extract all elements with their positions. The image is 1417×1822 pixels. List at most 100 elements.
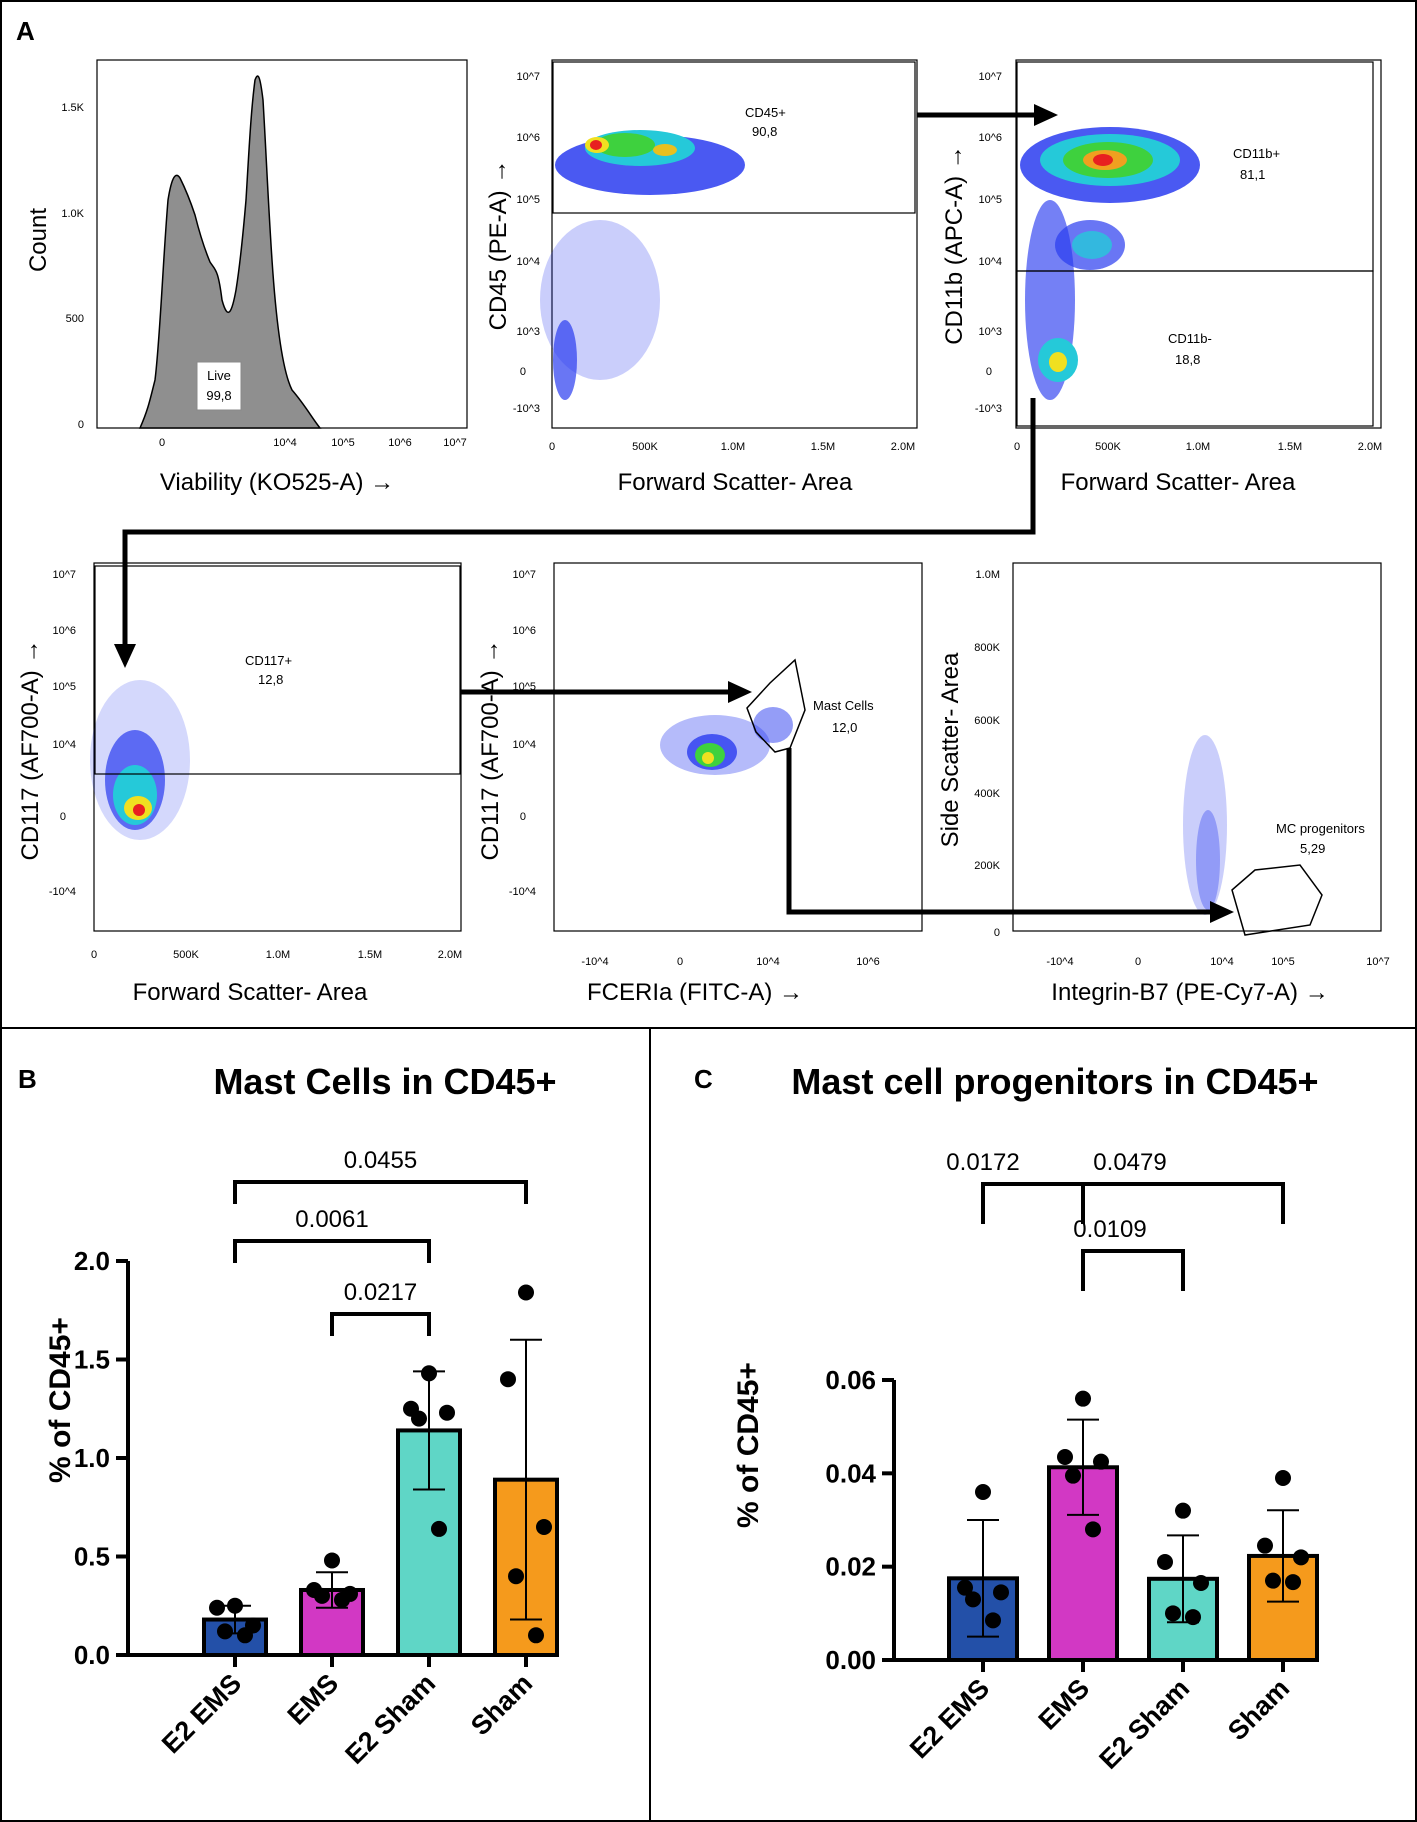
data-point	[1075, 1390, 1091, 1407]
x-tick: 2.0M	[891, 441, 915, 453]
panel-letter-a: A	[16, 16, 35, 46]
y-tick: -10^4	[509, 886, 536, 898]
y-tick: 0	[520, 366, 526, 378]
y-tick: 10^5	[52, 681, 76, 693]
data-point	[1093, 1453, 1109, 1470]
density-center	[1093, 154, 1113, 166]
gating-arrows	[122, 112, 1215, 915]
category-label: E2 Sham	[1093, 1673, 1195, 1775]
y-tick: 10^4	[52, 739, 76, 751]
x-tick: 10^7	[1366, 956, 1390, 968]
gate-value: 18,8	[1175, 352, 1200, 367]
data-point	[975, 1484, 991, 1500]
y-tick-label: 2.0	[74, 1246, 110, 1276]
x-tick: 10^5	[1271, 956, 1295, 968]
x-tick: 500K	[632, 441, 658, 453]
y-tick: 1.0K	[61, 208, 84, 220]
y-tick: 10^4	[512, 739, 536, 751]
x-tick: 10^4	[1210, 956, 1234, 968]
x-tick: 0	[91, 949, 97, 961]
y-axis-label: % of CD45+	[732, 1362, 765, 1528]
arrowhead-icon	[728, 681, 752, 703]
y-tick-label: 0.00	[825, 1645, 876, 1675]
gate-name: MC progenitors	[1276, 821, 1365, 836]
p-value-label: 0.0109	[1073, 1216, 1146, 1243]
data-point	[1193, 1575, 1209, 1591]
density-core	[1196, 810, 1220, 910]
y-tick-label: 1.0	[74, 1443, 110, 1473]
p-value-label: 0.0172	[946, 1149, 1019, 1176]
x-tick: 10^5	[331, 437, 355, 449]
data-point	[500, 1371, 516, 1388]
density-gate-cells	[753, 707, 793, 743]
x-tick: 2.0M	[1358, 441, 1382, 453]
y-tick: 1.0M	[976, 569, 1000, 581]
y-tick: 10^4	[978, 256, 1002, 268]
arrowhead-icon	[1210, 901, 1234, 923]
plot-frame	[553, 562, 923, 932]
p-value-label: 0.0217	[344, 1279, 417, 1306]
y-tick-label: 0.04	[825, 1458, 876, 1488]
y-ticks: 1.5K 1.0K 500 0	[61, 102, 84, 431]
y-ticks: 10^7 10^6 10^5 10^4 10^3 0 -10^3	[513, 71, 540, 415]
gate-value: 5,29	[1300, 841, 1325, 856]
x-tick: -10^4	[1046, 956, 1073, 968]
y-tick: 10^7	[978, 71, 1002, 83]
y-tick: 0	[986, 366, 992, 378]
x-tick: 0	[1014, 441, 1020, 453]
panel-letter-b: B	[18, 1064, 37, 1094]
y-ticks: 10^7 10^6 10^5 10^4 0 -10^4	[49, 569, 76, 898]
y-tick: 1.5K	[61, 102, 84, 114]
y-tick: 10^6	[52, 625, 76, 637]
y-axis-label: CD11b (APC-A) →	[941, 145, 968, 345]
data-point	[217, 1623, 233, 1640]
y-tick-label: 0.06	[825, 1365, 876, 1395]
y-ticks: 10^7 10^6 10^5 10^4 10^3 0 -10^3	[975, 71, 1002, 415]
x-tick: 1.5M	[811, 441, 835, 453]
gate-name: CD11b-	[1168, 331, 1212, 346]
y-tick-label: 0.5	[74, 1542, 110, 1572]
y-tick: 10^4	[516, 256, 540, 268]
cd117-gate	[94, 565, 461, 775]
data-point	[1185, 1609, 1201, 1626]
data-point	[1293, 1549, 1309, 1566]
plot-frame	[1012, 562, 1382, 932]
x-tick: 1.0M	[266, 949, 290, 961]
panel-letter-c: C	[694, 1064, 713, 1094]
y-tick: 0	[78, 419, 84, 431]
y-tick: 500	[66, 313, 84, 325]
y-ticks: 1.0M 800K 600K 400K 200K 0	[974, 569, 1000, 939]
mast-cells-gate	[746, 658, 806, 753]
data-point	[1085, 1521, 1101, 1538]
data-point	[314, 1587, 330, 1604]
y-tick-label: 0.02	[825, 1552, 876, 1582]
data-point	[1157, 1554, 1173, 1570]
significance-bracket	[1081, 1249, 1185, 1291]
x-axis-label: Forward Scatter- Area	[1061, 469, 1296, 496]
y-tick: -10^3	[975, 403, 1002, 415]
arrow-cd11b-to-cd117	[122, 398, 1036, 655]
x-ticks: -10^4 0 10^4 10^5 10^7	[1046, 956, 1389, 968]
category-label: E2 EMS	[904, 1673, 995, 1764]
p-value-label: 0.0455	[344, 1147, 417, 1174]
data-point	[508, 1568, 524, 1585]
category-label: EMS	[1033, 1673, 1096, 1736]
density-high	[595, 133, 655, 157]
x-tick: 1.0M	[1186, 441, 1210, 453]
y-axis-label: % of CD45+	[44, 1317, 77, 1483]
arrowhead-icon	[1034, 104, 1058, 126]
y-tick: 10^7	[516, 71, 540, 83]
x-tick: 10^4	[273, 437, 297, 449]
y-tick: 10^3	[516, 326, 540, 338]
y-tick: 800K	[974, 642, 1000, 654]
significance-bracket	[330, 1312, 431, 1336]
gate-name: CD117+	[245, 653, 292, 668]
gate-value: 12,8	[258, 672, 283, 687]
data-point	[421, 1365, 437, 1382]
cd45-scatter	[540, 130, 745, 400]
y-tick: 400K	[974, 788, 1000, 800]
y-tick: 0	[60, 811, 66, 823]
